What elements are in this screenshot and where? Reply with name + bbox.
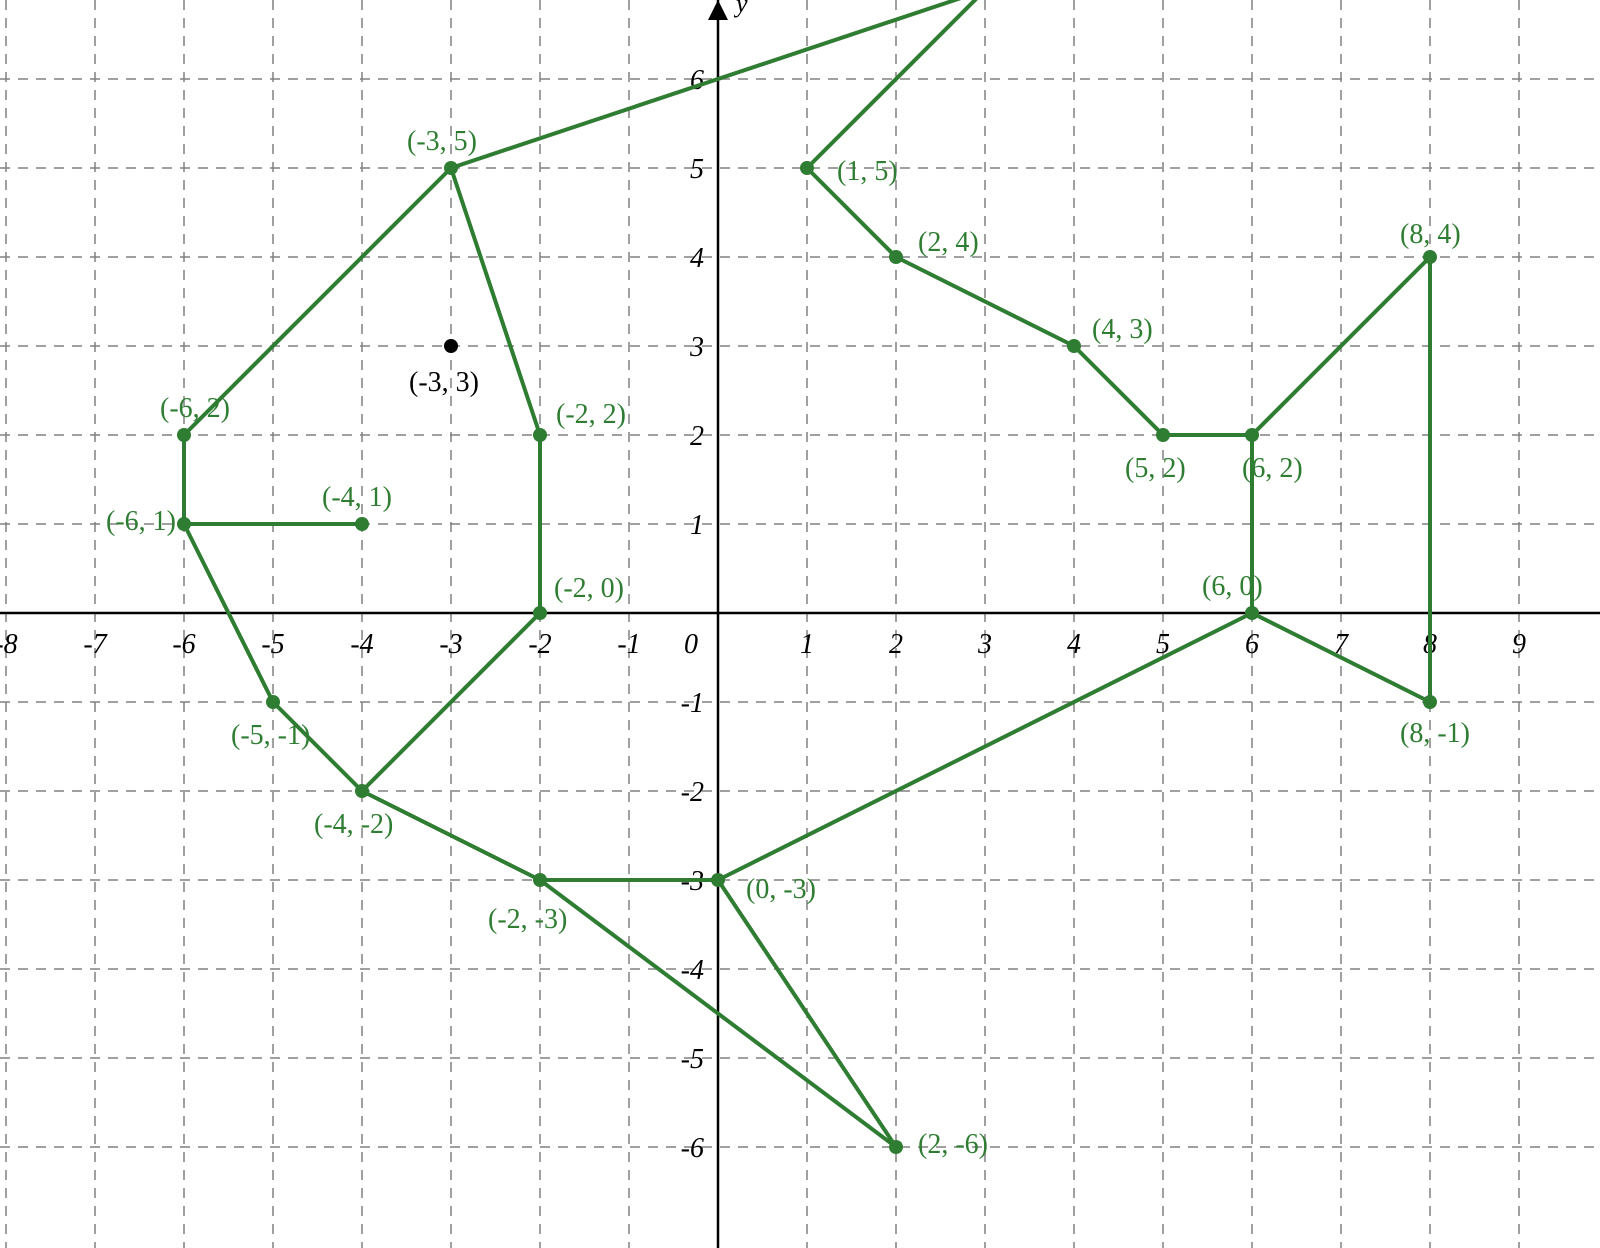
y-tick-label: -6 (681, 1133, 704, 1164)
x-tick-label: -1 (617, 629, 640, 660)
x-tick-label: 6 (1245, 629, 1259, 660)
coord-label: (4, 3) (1092, 314, 1153, 345)
vertex-point (889, 1140, 903, 1154)
x-tick-label: 3 (977, 629, 992, 660)
vertex-point (533, 873, 547, 887)
x-tick-label: 1 (800, 629, 814, 660)
vertex-point (533, 606, 547, 620)
vertex-point (800, 161, 814, 175)
figure-edge (1074, 346, 1163, 435)
vertex-point (1423, 695, 1437, 709)
coord-label: (8, 4) (1400, 219, 1461, 250)
y-tick-label: 7 (690, 0, 705, 7)
vertex-point (177, 428, 191, 442)
coord-label: (-4, 1) (322, 482, 392, 513)
x-tick-label: -2 (528, 629, 551, 660)
x-tick-label: 0 (684, 629, 698, 660)
x-tick-label: -3 (439, 629, 462, 660)
vertex-point (266, 695, 280, 709)
vertex-point (1245, 428, 1259, 442)
coordinate-plot: -8-7-6-5-4-3-2-10123456789-6-5-4-3-2-112… (0, 0, 1600, 1248)
coord-label: (2, 4) (918, 227, 979, 258)
vertex-point (533, 428, 547, 442)
x-tick-label: 2 (889, 629, 903, 660)
vertex-point (177, 517, 191, 531)
coord-label: (-3, 5) (407, 126, 477, 157)
y-tick-label: -5 (681, 1044, 704, 1075)
y-axis-arrow (708, 0, 728, 20)
y-tick-label: 5 (690, 154, 704, 185)
isolated-point (444, 339, 458, 353)
x-tick-label: -7 (83, 629, 107, 660)
coord-label: (6, 0) (1202, 571, 1263, 602)
coord-label: (2, -6) (918, 1129, 988, 1160)
x-tick-label: -8 (0, 629, 18, 660)
vertex-point (1067, 339, 1081, 353)
coord-label: (5, 2) (1125, 453, 1186, 484)
vertex-point (444, 161, 458, 175)
y-tick-label: -1 (681, 688, 704, 719)
coord-label: (-2, 2) (556, 399, 626, 430)
y-axis-label: y (733, 0, 748, 18)
x-tick-label: -5 (261, 629, 284, 660)
vertex-point (889, 250, 903, 264)
x-tick-label: 9 (1512, 629, 1526, 660)
vertex-point (1423, 250, 1437, 264)
vertex-point (711, 873, 725, 887)
y-tick-label: 2 (690, 421, 704, 452)
y-tick-label: -2 (681, 777, 704, 808)
coord-label: (6, 2) (1242, 453, 1303, 484)
coord-label: (-4, -2) (314, 809, 393, 840)
y-tick-label: -4 (681, 955, 704, 986)
vertex-point (1245, 606, 1259, 620)
coord-label: (0, -3) (746, 874, 816, 905)
coord-label: (8, -1) (1400, 718, 1470, 749)
x-tick-label: 4 (1067, 629, 1081, 660)
vertex-point (355, 784, 369, 798)
y-tick-label: 3 (689, 332, 704, 363)
y-tick-label: 1 (690, 510, 704, 541)
coord-label: (-5, -1) (231, 720, 310, 751)
coord-label: (-6, 2) (160, 393, 230, 424)
grid (0, 0, 1600, 1248)
vertex-point (355, 517, 369, 531)
x-tick-label: -4 (350, 629, 373, 660)
vertex-point (1156, 428, 1170, 442)
coord-label: (-2, 0) (554, 573, 624, 604)
coord-label: (1, 5) (837, 156, 898, 187)
coord-label: (-6, 1) (106, 506, 176, 537)
y-tick-label: 6 (690, 65, 704, 96)
y-tick-label: 4 (690, 243, 704, 274)
isolated-point-label: (-3, 3) (409, 367, 479, 398)
coord-label: (-2, -3) (488, 904, 567, 935)
x-tick-label: -6 (172, 629, 195, 660)
